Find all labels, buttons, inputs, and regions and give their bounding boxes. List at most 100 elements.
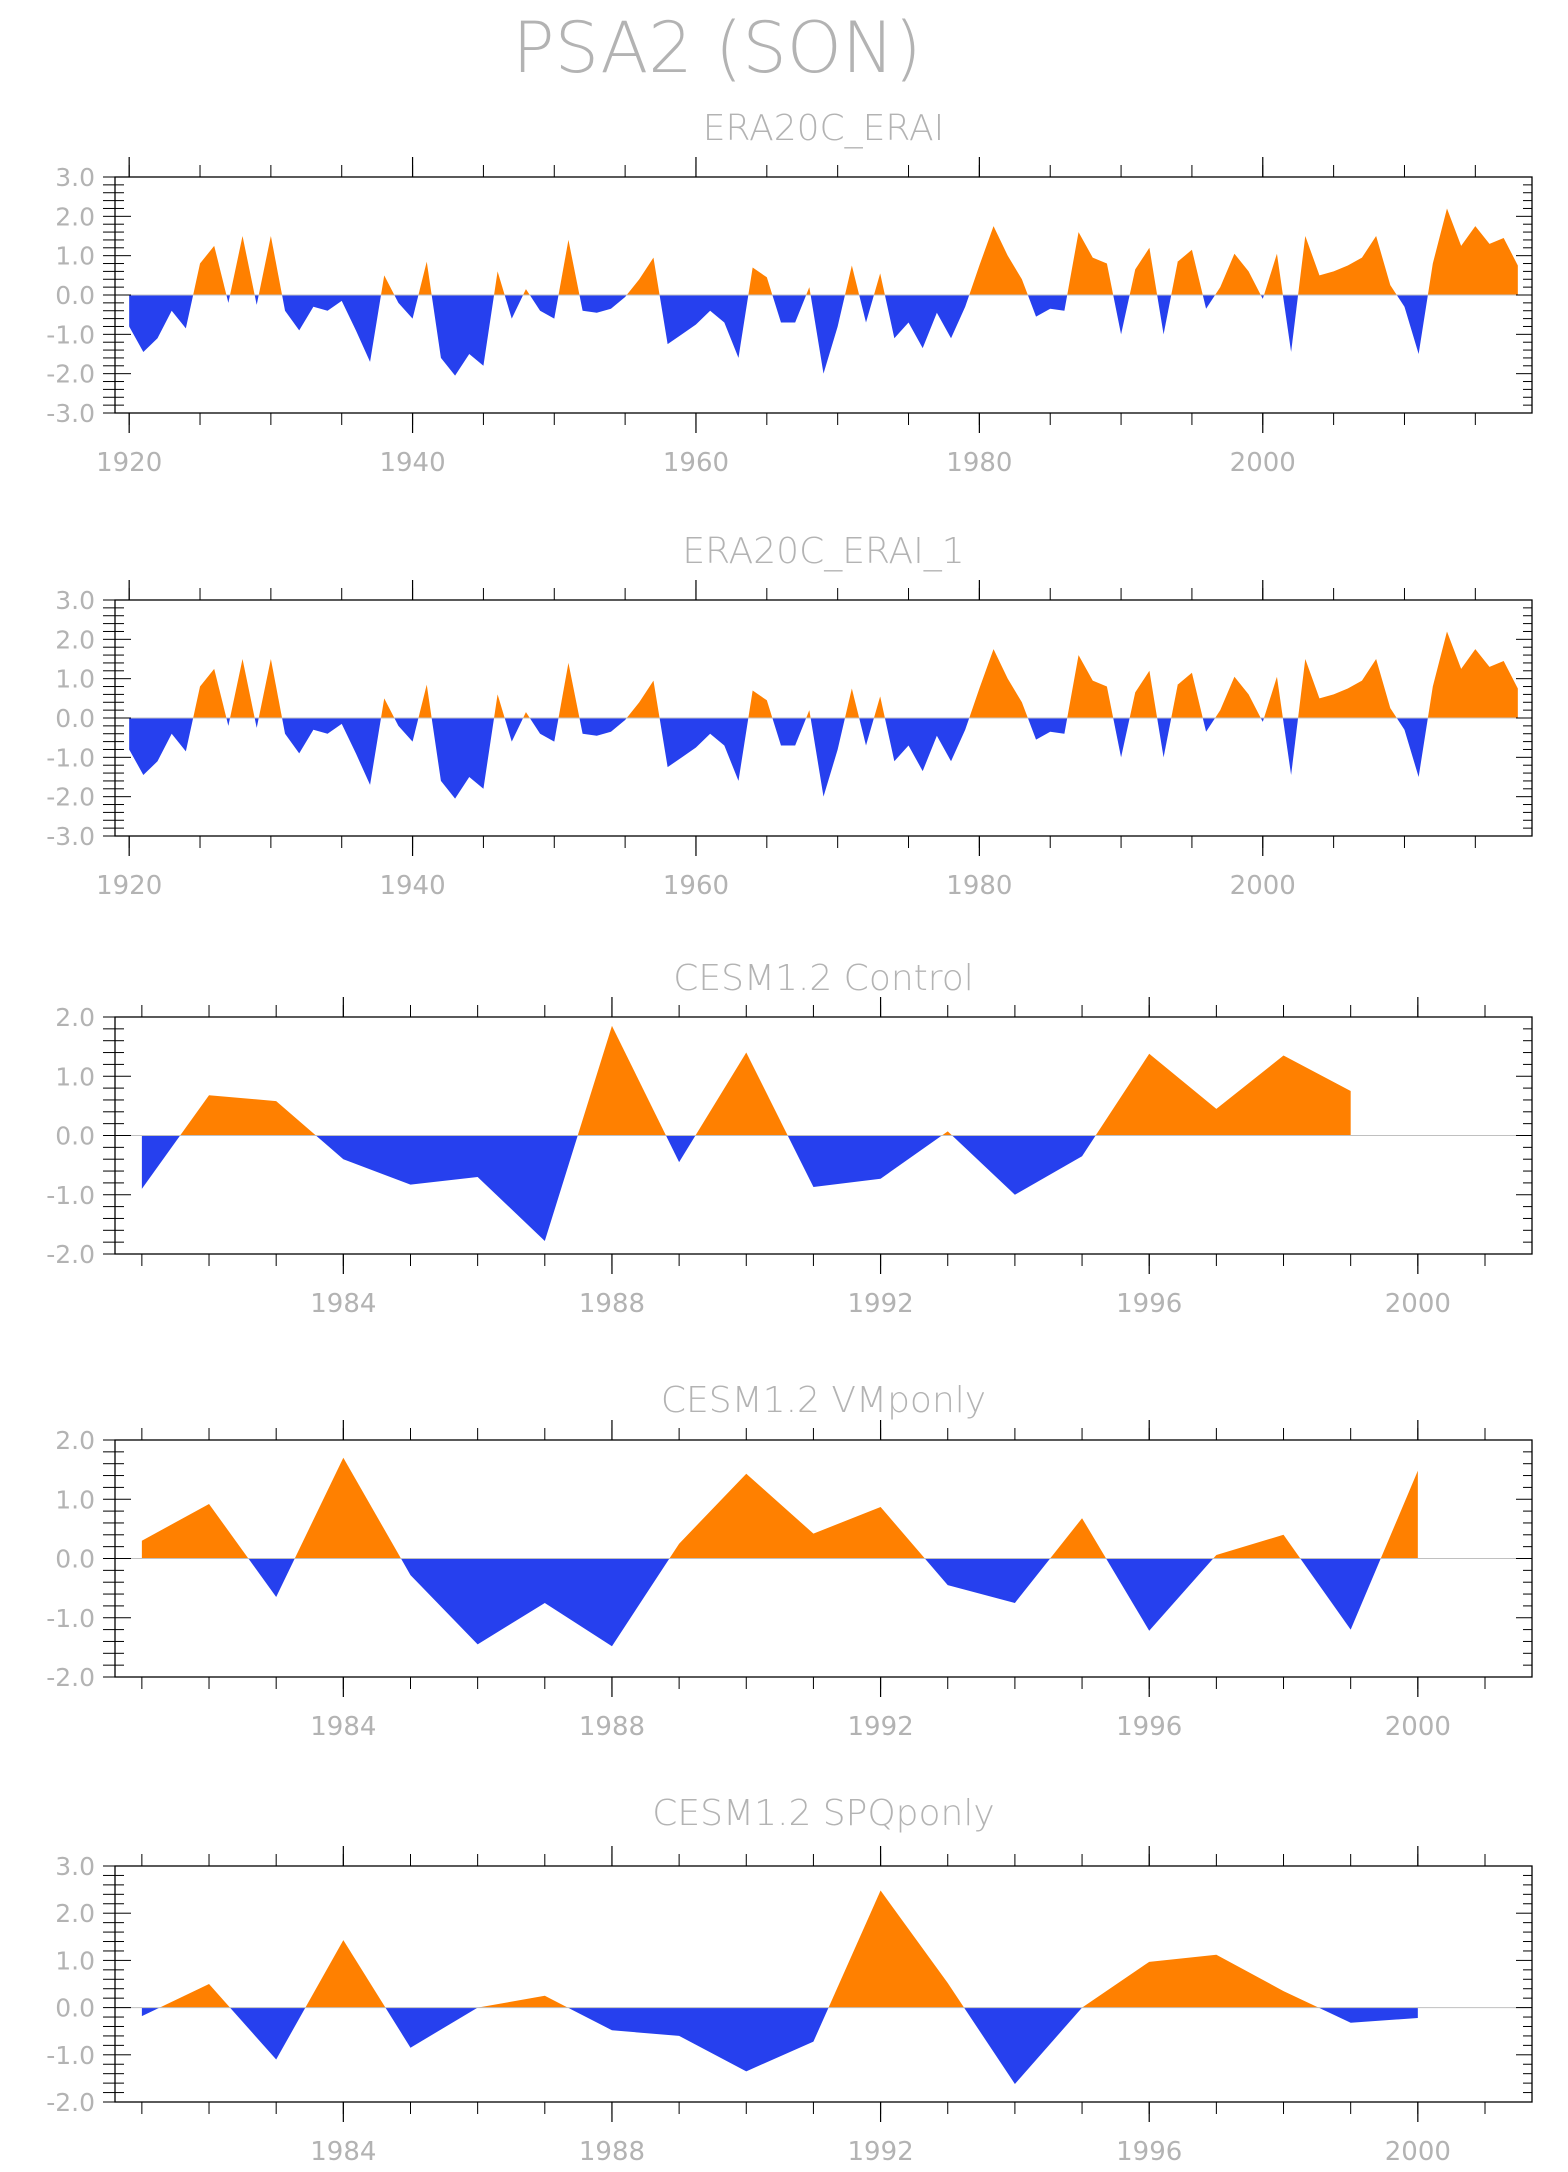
positive-area [381,275,395,295]
y-tick-label: -2.0 [46,783,95,812]
x-tick-label: 1984 [310,1712,376,1742]
x-tick-label: 1940 [379,871,445,901]
negative-area [504,718,524,742]
positive-area [1171,249,1203,295]
positive-area [1264,253,1283,295]
positive-area [558,662,580,718]
y-tick-label: 0.0 [55,1545,95,1574]
x-tick-label: 1920 [96,871,162,901]
y-tick-label: -1.0 [46,2041,95,2070]
positive-area [1095,1053,1351,1136]
x-ticks: 1984 1988 1992 1996 2000 [141,1846,1486,2167]
negative-area [141,1135,181,1189]
y-tick-label: 1.0 [55,665,95,694]
y-tick-label: 3.0 [55,1852,95,1881]
positive-area [1427,631,1518,718]
negative-area [1318,2007,1418,2023]
positive-area [1213,1534,1301,1559]
positive-area [193,668,227,718]
negative-area [1300,1558,1381,1630]
positive-area [844,688,860,718]
positive-area [159,1984,231,2008]
positive-area [806,287,811,295]
y-tick-label: 2.0 [55,625,95,654]
negative-area [859,718,874,746]
negative-area [952,1135,1096,1195]
plot-frame [114,1865,1533,2103]
figure-title: PSA2 (SON) [512,7,921,89]
positive-area [1264,676,1283,718]
chart-panel-4: CESM1.2 VMponly 2.0 1.0 0.0 -1.0 -2.0 1984 1988… [46,1380,1533,1742]
y-tick-label: -1.0 [46,743,95,772]
negative-area [665,1135,696,1163]
positive-area [381,698,395,718]
y-tick-label: -1.0 [46,1181,95,1210]
y-tick-label: -3.0 [46,822,95,851]
negative-area [1113,718,1130,758]
panel-title: CESM1.2 Control [673,958,974,999]
chart-panel-2: ERA20C_ERAI_1 3.0 2.0 1.0 0.0 -1.0 -2.0 -3.0192… [46,531,1533,901]
positive-area [626,257,660,295]
positive-area [1298,236,1397,295]
negative-area [129,718,194,776]
negative-area [1027,295,1068,317]
negative-area [567,2007,829,2072]
negative-area [1282,718,1299,776]
positive-area [844,265,860,295]
negative-area [964,2007,1083,2085]
y-tick-label: 1.0 [55,1062,95,1091]
positive-area [873,273,885,295]
positive-area [828,1890,965,2008]
y-tick-label: 0.0 [55,1122,95,1151]
negative-area [1202,295,1216,309]
negative-area [226,295,231,303]
x-tick-label: 1988 [579,2137,645,2167]
positive-area [626,680,660,718]
negative-area [385,2007,478,2048]
negative-area [141,2007,160,2017]
chart-panel-3: CESM1.2 Control 2.0 1.0 0.0 -1.0 -2.0 1984 1988… [46,958,1533,1319]
positive-area [969,649,1028,718]
negative-area [810,718,845,797]
x-ticks: 1920 1940 1960 1980 2000 [96,157,1476,478]
negative-area [254,295,259,305]
x-tick-label: 1996 [1116,1712,1182,1742]
y-tick-label: 0.0 [55,281,95,310]
positive-area [1215,676,1261,718]
x-tick-label: 2000 [1385,1289,1451,1319]
negative-area [400,1558,670,1647]
x-tick-label: 2000 [1230,448,1296,478]
x-tick-label: 1940 [379,448,445,478]
y-tick-label: -2.0 [46,360,95,389]
y-ticks: 3.0 2.0 1.0 0.0 -1.0 -2.0 -3.0 [46,586,1532,851]
negative-area [1396,295,1428,354]
positive-area [494,694,505,718]
negative-area [772,718,807,746]
positive-area [418,684,432,718]
negative-area [1396,718,1428,777]
x-tick-label: 1984 [310,2137,376,2167]
y-tick-label: -2.0 [46,2088,95,2117]
negative-area [282,295,382,362]
positive-area [230,236,255,295]
positive-area [748,690,773,718]
x-ticks: 1920 1940 1960 1980 2000 [96,580,1476,901]
positive-area [1082,1954,1319,2008]
positive-area [523,712,530,718]
negative-area [859,295,874,323]
negative-area [248,1558,295,1598]
panel-title: ERA20C_ERAI [703,108,944,149]
area-fills [141,1890,1418,2085]
x-tick-label: 1992 [847,1712,913,1742]
negative-area [529,718,559,742]
negative-area [884,718,970,772]
negative-area [659,718,749,781]
x-tick-label: 1996 [1116,2137,1182,2167]
positive-area [258,236,283,295]
negative-area [884,295,970,349]
negative-area [1157,295,1172,335]
x-tick-label: 1992 [847,2137,913,2167]
